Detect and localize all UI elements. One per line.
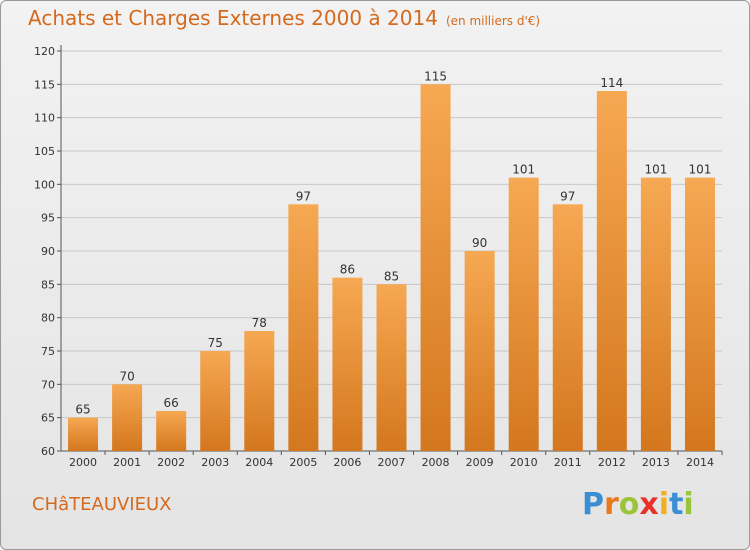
y-tick-label: 95	[41, 212, 55, 225]
x-tick-label-2011: 2011	[554, 456, 582, 469]
data-label-2007: 85	[384, 269, 399, 283]
title-text: Achats et Charges Externes 2000 à 2014	[28, 6, 438, 30]
x-tick-label-2008: 2008	[422, 456, 450, 469]
data-label-2003: 75	[208, 336, 223, 350]
y-tick-label: 60	[41, 445, 55, 458]
bar-2012	[596, 91, 627, 451]
bar-2006	[332, 277, 363, 451]
chart-title: Achats et Charges Externes 2000 à 2014 (e…	[28, 6, 540, 30]
y-tick-label: 75	[41, 345, 55, 358]
data-label-2010: 101	[512, 163, 535, 177]
y-tick-label: 70	[41, 378, 55, 391]
bar-2009	[464, 251, 495, 451]
y-tick-label: 115	[34, 78, 55, 91]
bar-2007	[376, 284, 407, 451]
x-tick-label-2010: 2010	[510, 456, 538, 469]
proxiti-logo[interactable]: Proxiti	[582, 487, 694, 522]
y-tick-label: 120	[34, 45, 55, 58]
bar-2005	[288, 204, 319, 451]
x-tick-label-2006: 2006	[333, 456, 361, 469]
data-label-2013: 101	[644, 163, 667, 177]
bar-2001	[112, 384, 143, 451]
data-label-2006: 86	[340, 263, 355, 277]
logo-letter: o	[618, 487, 640, 522]
data-label-2000: 65	[75, 403, 90, 417]
bar-2011	[552, 204, 583, 451]
logo-letter: x	[639, 487, 659, 522]
x-tick-label-2001: 2001	[113, 456, 141, 469]
x-tick-label-2007: 2007	[378, 456, 406, 469]
bar-2004	[244, 331, 275, 451]
y-tick-label: 110	[34, 112, 55, 125]
y-tick-label: 85	[41, 278, 55, 291]
data-label-2001: 70	[119, 369, 134, 383]
chart-subtitle: (en milliers d'€)	[445, 14, 541, 28]
logo-letter: t	[669, 487, 684, 522]
x-tick-label-2012: 2012	[598, 456, 626, 469]
x-tick-label-2014: 2014	[686, 456, 714, 469]
bar-2014	[684, 177, 715, 451]
data-label-2008: 115	[424, 69, 447, 83]
axes: 60 65 70 75 80 85 90 95 100 105 110 115 120 2000 2001 2…	[34, 45, 723, 469]
bar-2000	[68, 417, 99, 451]
bar-2010	[508, 177, 539, 451]
data-label-2004: 78	[252, 316, 267, 330]
bar-2002	[156, 411, 187, 451]
bar-2013	[640, 177, 671, 451]
data-label-2002: 66	[164, 396, 179, 410]
data-label-2005: 97	[296, 189, 311, 203]
data-label-2009: 90	[472, 236, 487, 250]
y-tick-label: 65	[41, 412, 55, 425]
bar-2003	[200, 351, 231, 451]
x-tick-label-2009: 2009	[466, 456, 494, 469]
y-tick-label: 90	[41, 245, 55, 258]
x-tick-label-2000: 2000	[69, 456, 97, 469]
logo-letter: r	[604, 487, 619, 522]
x-tick-label-2005: 2005	[289, 456, 317, 469]
x-tick-label-2004: 2004	[245, 456, 273, 469]
logo-letter: i	[683, 487, 694, 522]
data-label-2012: 114	[600, 76, 623, 90]
x-tick-label-2002: 2002	[157, 456, 185, 469]
data-labels: 65 70 66 75 78 97 86 85 115 90 101 97 114 101 101	[75, 69, 711, 416]
logo-letter: i	[658, 487, 670, 522]
bars	[68, 84, 715, 451]
y-tick-label: 105	[34, 145, 55, 158]
x-tick-label-2003: 2003	[201, 456, 229, 469]
y-tick-label: 100	[34, 178, 55, 191]
commune-name: CHâTEAUVIEUX	[32, 494, 172, 515]
x-tick-label-2013: 2013	[642, 456, 670, 469]
logo-letter: P	[582, 487, 604, 522]
bar-2008	[420, 84, 451, 451]
data-label-2011: 97	[560, 189, 575, 203]
y-tick-label: 80	[41, 312, 55, 325]
data-label-2014: 101	[689, 163, 712, 177]
